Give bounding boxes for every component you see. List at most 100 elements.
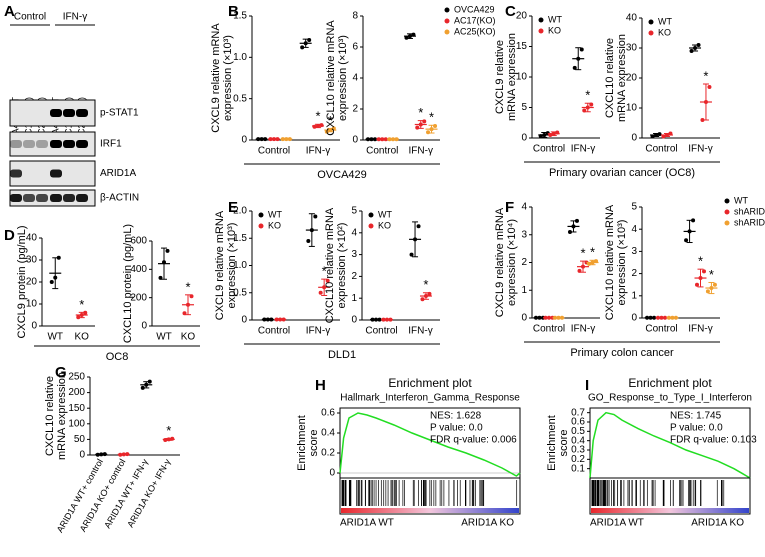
annotation: NES: 1.628 bbox=[430, 411, 482, 422]
error-bar bbox=[315, 123, 321, 129]
x-tick-label: IFN-γ bbox=[688, 324, 712, 335]
error-bar bbox=[406, 33, 413, 39]
data-point bbox=[567, 229, 572, 234]
x-tick-label: IFN-γ bbox=[306, 326, 330, 337]
y-tick-label: 0 bbox=[521, 133, 527, 144]
error-bar bbox=[580, 260, 586, 273]
y-tick-label: 20 bbox=[626, 73, 638, 84]
y-axis-label: CXCL10 relative bbox=[44, 376, 56, 456]
y-tick-label: 4 bbox=[351, 227, 357, 238]
y-axis-label: mRNA expression bbox=[506, 33, 518, 121]
y-axis-label: expression (×10³) bbox=[226, 223, 238, 309]
data-point bbox=[409, 252, 414, 257]
blot-band bbox=[23, 194, 35, 202]
y-tick-label: 1.5 bbox=[233, 233, 247, 244]
y-tick-label: 200 bbox=[130, 292, 147, 303]
error-bar bbox=[120, 453, 127, 456]
data-point bbox=[707, 85, 712, 89]
blot-band bbox=[50, 169, 62, 178]
error-bar bbox=[546, 316, 552, 319]
data-point bbox=[76, 315, 81, 320]
y-tick-label: 40 bbox=[626, 13, 638, 24]
error-bar bbox=[541, 132, 548, 138]
y-tick-label: 8 bbox=[352, 11, 358, 22]
y-axis-label: score bbox=[308, 430, 320, 457]
y-tick-label: 20 bbox=[26, 277, 38, 288]
legend-marker bbox=[538, 17, 544, 23]
y-tick-label: 0 bbox=[631, 313, 637, 324]
y-tick-label: 0.3 bbox=[571, 445, 585, 456]
y-axis-label: CXCL10 relative mRNA bbox=[324, 207, 336, 323]
blot-band bbox=[63, 194, 75, 202]
blot-band bbox=[63, 140, 75, 148]
error-bar bbox=[428, 124, 435, 134]
y-tick-label: 0 bbox=[31, 321, 37, 332]
y-tick-label: 4 bbox=[521, 202, 527, 213]
legend-marker bbox=[648, 30, 654, 36]
x-tick-label: Control bbox=[366, 146, 398, 157]
legend-marker bbox=[368, 223, 374, 229]
band-label: p-STAT1 bbox=[100, 108, 139, 119]
x-tick-label: Control bbox=[645, 144, 677, 155]
blot-band bbox=[10, 169, 22, 178]
error-bar bbox=[302, 38, 309, 48]
significance: * bbox=[585, 88, 590, 103]
y-tick-label: 0 bbox=[352, 135, 358, 146]
y-tick-label: 0.4 bbox=[321, 428, 335, 439]
y-axis-label: CXCL10 relative mRNA bbox=[325, 20, 337, 136]
y-tick-label: 1 bbox=[351, 293, 357, 304]
legend-marker bbox=[368, 212, 374, 218]
error-bar bbox=[708, 281, 715, 295]
y-axis-label: score bbox=[558, 430, 570, 457]
y-tick-label: 0 bbox=[79, 450, 85, 461]
blot-band bbox=[10, 140, 22, 148]
blot-band bbox=[10, 194, 22, 202]
significance: * bbox=[580, 246, 585, 261]
band-label: IRF1 bbox=[100, 139, 122, 150]
significance: * bbox=[418, 105, 423, 120]
error-bar bbox=[98, 453, 105, 456]
error-bar bbox=[52, 257, 59, 290]
data-point bbox=[313, 214, 318, 219]
legend-label: KO bbox=[268, 220, 281, 230]
legend-label: KO bbox=[658, 27, 671, 37]
data-point bbox=[331, 126, 336, 131]
legend-marker bbox=[444, 18, 450, 24]
data-point bbox=[574, 218, 579, 223]
significance: * bbox=[590, 245, 595, 260]
legend-label: WT bbox=[734, 195, 748, 205]
legend-label: shARID1A-2 bbox=[734, 217, 765, 227]
error-bar bbox=[283, 137, 290, 141]
y-tick-label: 5 bbox=[631, 202, 637, 213]
blot-band bbox=[36, 194, 48, 202]
y-tick-label: 40 bbox=[26, 233, 38, 244]
x-tick-label: Control bbox=[533, 144, 565, 155]
x-tick-label: KO bbox=[181, 332, 196, 343]
x-tick-label: IFN-γ bbox=[409, 146, 433, 157]
y-axis-label: mRNA expression bbox=[616, 34, 628, 122]
chart-subtitle: GO_Response_to_Type_I_Interferon bbox=[588, 393, 752, 404]
es-curve bbox=[339, 412, 521, 477]
blot-group: Control bbox=[14, 12, 46, 23]
error-bar bbox=[702, 83, 709, 121]
x-tick-label: KO bbox=[75, 332, 90, 343]
y-tick-label: 2.0 bbox=[233, 206, 247, 217]
y-axis-label: expression (×10³) bbox=[337, 35, 349, 121]
significance: * bbox=[79, 297, 84, 312]
y-tick-label: 10 bbox=[516, 72, 528, 83]
y-tick-label: 6 bbox=[352, 42, 358, 53]
panel-letter: G bbox=[55, 364, 67, 381]
y-axis-label: CXCL9 relative bbox=[494, 40, 506, 114]
data-point bbox=[712, 282, 717, 287]
x-tick-label: IFN-γ bbox=[408, 326, 432, 337]
y-tick-label: 0.4 bbox=[571, 435, 585, 446]
y-tick-label: 0 bbox=[329, 468, 335, 479]
end-label: ARID1A WT bbox=[590, 518, 644, 529]
significance: * bbox=[698, 254, 703, 269]
blot-band bbox=[50, 140, 62, 148]
y-tick-label: 2 bbox=[351, 271, 357, 282]
x-tick-label: Control bbox=[365, 326, 397, 337]
data-point bbox=[325, 278, 330, 283]
group-label: DLD1 bbox=[328, 349, 356, 361]
error-bar bbox=[417, 120, 424, 129]
